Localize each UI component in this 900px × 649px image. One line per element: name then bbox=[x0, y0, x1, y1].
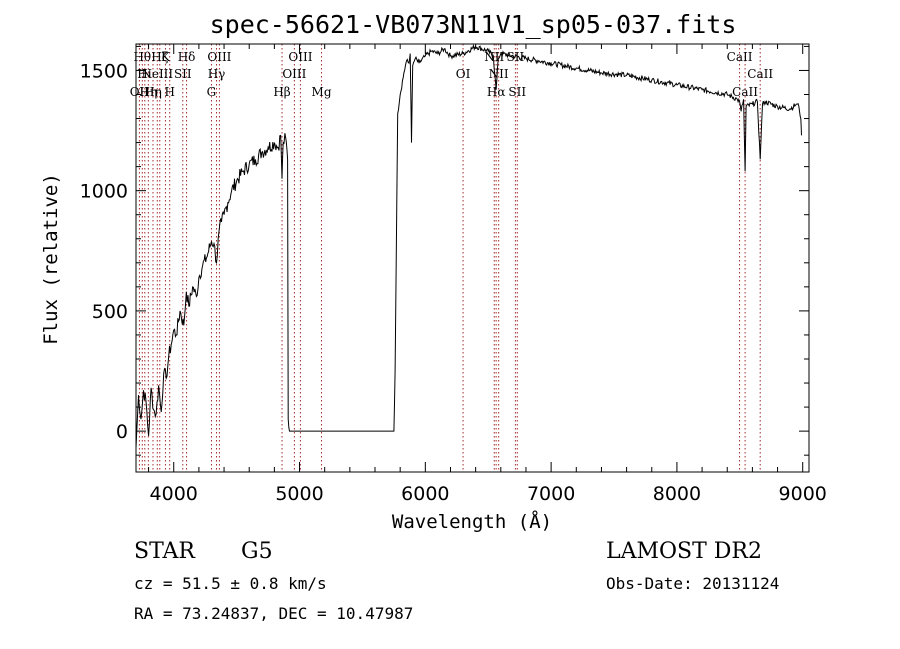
x-tick-label: 4000 bbox=[150, 483, 198, 505]
y-axis-ticks: 0 500 1000 1500 bbox=[80, 45, 809, 456]
line-label-19: NII bbox=[484, 50, 504, 64]
line-label-7: K bbox=[161, 50, 171, 64]
observation-date: Obs-Date: 20131124 bbox=[606, 574, 779, 593]
line-label-15: OIII bbox=[282, 67, 306, 81]
line-label-21: NII bbox=[489, 67, 509, 81]
line-label-14: Hβ bbox=[273, 85, 290, 99]
line-label-12: Hγ bbox=[208, 67, 226, 81]
spectrum-series-line bbox=[135, 43, 802, 449]
line-label-17: Mg bbox=[312, 85, 332, 99]
y-tick-label: 500 bbox=[92, 301, 128, 323]
line-label-1: Hθ bbox=[133, 50, 151, 64]
line-label-24: CaII bbox=[727, 50, 753, 64]
line-label-11: G bbox=[207, 85, 217, 99]
line-label-4: Hη bbox=[144, 85, 162, 99]
line-label-9: SII bbox=[174, 67, 192, 81]
redshift-velocity: cz = 51.5 ± 0.8 km/s bbox=[134, 574, 327, 593]
survey-name: LAMOST DR2 bbox=[606, 539, 762, 564]
x-tick-label: 5000 bbox=[275, 483, 323, 505]
object-subclass: G5 bbox=[241, 539, 273, 564]
emission-line-labels: OIIHθHιHηHηNeIIIHζKHSIIHδGHγOIIIHβOIIIOI… bbox=[130, 50, 774, 99]
line-label-3: Hη bbox=[139, 85, 157, 99]
line-label-20: Hα bbox=[487, 85, 506, 99]
line-label-0: OII bbox=[130, 85, 150, 99]
x-axis-label: Wavelength (Å) bbox=[392, 510, 552, 533]
line-label-13: OIII bbox=[207, 50, 231, 64]
line-label-16: OIII bbox=[288, 50, 312, 64]
line-label-26: CaII bbox=[747, 67, 773, 81]
line-label-10: Hδ bbox=[178, 50, 196, 64]
coordinates: RA = 73.24837, DEC = 10.47987 bbox=[134, 604, 413, 623]
chart-title: spec-56621-VB073N11V1_sp05-037.fits bbox=[210, 10, 737, 39]
x-tick-label: 8000 bbox=[653, 483, 701, 505]
x-tick-label: 7000 bbox=[527, 483, 575, 505]
y-tick-label: 1000 bbox=[80, 181, 128, 203]
x-axis-ticks: 4000 5000 6000 7000 8000 9000 bbox=[148, 44, 827, 505]
line-label-23: SII bbox=[508, 85, 526, 99]
x-tick-label: 9000 bbox=[779, 483, 827, 505]
line-label-25: CaII bbox=[732, 85, 758, 99]
plot-frame bbox=[135, 43, 810, 473]
y-tick-label: 0 bbox=[116, 421, 128, 443]
object-class: STAR bbox=[134, 539, 196, 564]
line-label-8: H bbox=[164, 85, 174, 99]
line-label-6: Hζ bbox=[151, 50, 168, 64]
line-label-18: OI bbox=[456, 67, 471, 81]
line-label-22: SII bbox=[507, 50, 525, 64]
emission-line-markers bbox=[138, 44, 761, 472]
y-tick-label: 1500 bbox=[80, 60, 128, 82]
x-tick-label: 6000 bbox=[401, 483, 449, 505]
y-axis-label: Flux (relative) bbox=[40, 173, 62, 345]
line-label-5: NeIII bbox=[141, 67, 173, 81]
